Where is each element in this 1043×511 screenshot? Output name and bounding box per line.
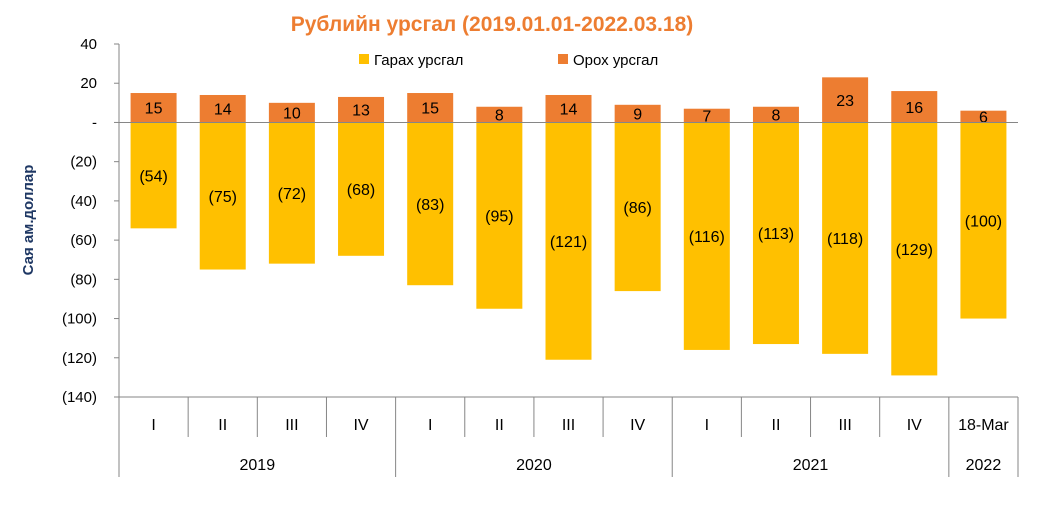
data-label-inflow: 13 (352, 103, 370, 120)
y-tick-label: (120) (62, 350, 97, 367)
y-tick-label: 20 (80, 75, 97, 92)
data-label-outflow: (83) (416, 197, 444, 214)
y-tick-label: - (92, 114, 97, 131)
data-label-inflow: 15 (145, 101, 163, 118)
y-axis-label: Сая ам.доллар (20, 165, 37, 276)
y-tick-label: (140) (62, 389, 97, 406)
legend-label-inflow: Орох урсгал (573, 52, 658, 69)
data-label-outflow: (54) (139, 168, 167, 185)
category-label: II (772, 417, 781, 434)
data-label-inflow: 9 (633, 107, 642, 124)
bar-outflow (407, 122, 454, 286)
y-tick-label: (80) (70, 271, 97, 288)
y-axis-ticks: 40 20 - (20) (40) (60) (80) (100) (120) (140) (62, 36, 97, 406)
data-label-inflow: 7 (702, 109, 711, 126)
bar-inflow (614, 104, 661, 123)
category-label: IV (630, 417, 645, 434)
data-label-outflow: (116) (689, 229, 725, 246)
data-label-outflow: (72) (278, 186, 306, 203)
data-label-outflow: (68) (347, 182, 375, 199)
y-tick-label: (40) (70, 193, 97, 210)
bar-inflow (130, 93, 177, 123)
year-label: 2019 (240, 457, 276, 474)
category-label: III (838, 417, 851, 434)
bar-outflow (199, 122, 246, 270)
category-label: II (218, 417, 227, 434)
data-label-inflow: 14 (214, 102, 232, 119)
data-label-inflow: 8 (495, 108, 504, 125)
data-label-inflow: 23 (836, 93, 854, 110)
bar-outflow (338, 122, 385, 256)
y-tick-label: (20) (70, 154, 97, 171)
y-tick-label: (60) (70, 232, 97, 249)
data-label-inflow: 16 (905, 100, 923, 117)
category-label: III (562, 417, 575, 434)
category-label: IV (907, 417, 922, 434)
data-label-inflow: 14 (560, 102, 578, 119)
bar-inflow (891, 91, 938, 123)
bar-inflow (268, 102, 315, 123)
bar-inflow (960, 110, 1007, 123)
data-label-outflow: (129) (896, 242, 933, 259)
data-label-outflow: (95) (485, 209, 513, 226)
bar-inflow (752, 106, 799, 123)
data-label-inflow: 10 (283, 106, 301, 123)
bar-outflow (614, 122, 661, 292)
bar-outflow (545, 122, 592, 360)
data-label-outflow: (86) (623, 200, 651, 217)
data-label-outflow: (100) (965, 214, 1002, 231)
chart-title: Рублийн урсгал (2019.01.01-2022.03.18) (291, 13, 694, 36)
data-label-inflow: 15 (421, 101, 439, 118)
year-label: 2021 (793, 457, 829, 474)
bars (130, 77, 1007, 376)
category-label: IV (353, 417, 368, 434)
year-label: 2020 (516, 457, 552, 474)
bar-outflow (130, 122, 177, 229)
data-label-outflow: (113) (758, 226, 794, 243)
bar-inflow (822, 77, 869, 123)
bar-inflow (338, 96, 385, 123)
category-label: II (495, 417, 504, 434)
category-label: 18-Mar (958, 417, 1009, 434)
data-label-inflow: 8 (772, 108, 781, 125)
category-label: I (151, 417, 155, 434)
bar-inflow (545, 94, 592, 123)
data-label-inflow: 6 (979, 110, 988, 127)
category-label: I (705, 417, 709, 434)
category-label: III (285, 417, 298, 434)
legend-label-outflow: Гарах урсгал (374, 52, 463, 69)
bar-inflow (199, 94, 246, 123)
bar-outflow (891, 122, 938, 376)
bar-outflow (476, 122, 523, 309)
legend-swatch-outflow (359, 54, 369, 64)
y-tick-label: (100) (62, 311, 97, 328)
legend: Гарах урсгал Орох урсгал (359, 52, 658, 69)
bar-outflow (683, 122, 730, 350)
bar-outflow (960, 122, 1007, 319)
axes (114, 43, 1019, 477)
bar-inflow (476, 106, 523, 123)
legend-swatch-inflow (558, 54, 568, 64)
data-label-outflow: (118) (827, 231, 863, 248)
bar-outflow (822, 122, 869, 354)
category-label: I (428, 417, 432, 434)
bar-inflow (407, 93, 454, 123)
year-label: 2022 (966, 457, 1002, 474)
y-tick-label: 40 (80, 36, 97, 53)
data-label-outflow: (75) (209, 189, 237, 206)
data-label-outflow: (121) (550, 234, 587, 251)
bar-outflow (752, 122, 799, 345)
bar-outflow (268, 122, 315, 264)
bar-inflow (683, 108, 730, 123)
data-labels: (54) 15 (75) 14 (72) 10 (68) 13 (83) 15 (95) 8 (121)… (139, 93, 1002, 259)
